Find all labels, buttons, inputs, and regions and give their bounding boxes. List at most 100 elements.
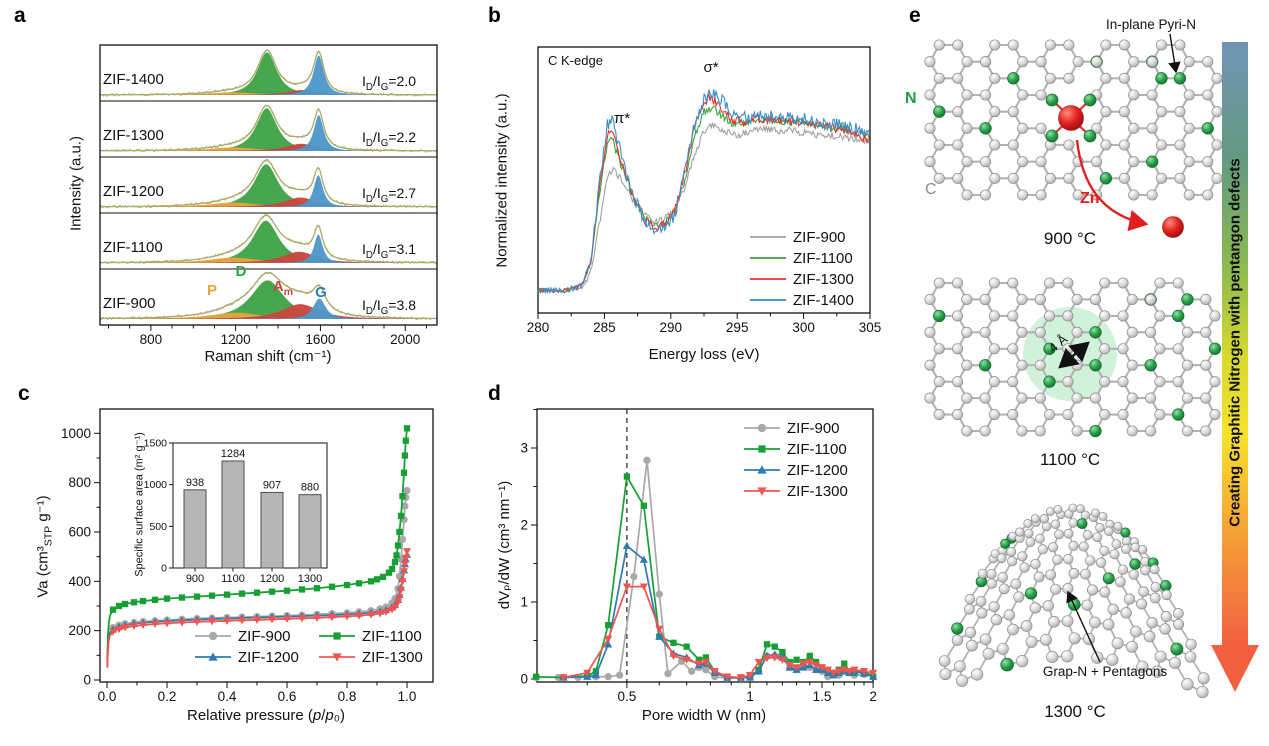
carbon-atom [1106,653,1119,666]
carbon-atom [979,156,992,168]
carbon-atom [1123,593,1135,605]
carbon-atom [1043,409,1056,421]
panel-c-plot: 0.0 0.2 0.4 0.6 0.8 1.0 0 200 400 600 800 1000 0 500 1… [61,408,434,704]
carbon-atom [1111,539,1122,550]
carbon-atom [1128,156,1140,168]
panel-d-xtitle: Pore width W (nm) [641,707,767,724]
carbon-atom [933,409,945,421]
raman-peak-D [100,280,437,319]
carbon-atom [1061,650,1074,663]
carbon-atom [1138,586,1149,598]
carbon-atom [1030,514,1040,523]
carbon-atom [1042,600,1054,612]
legend-label: ZIF-1400 [793,291,854,309]
legend-label: ZIF-900 [793,228,846,246]
raman-peak-Am [100,197,437,207]
carbon-atom [1183,89,1195,101]
carbon-atom [1090,508,1100,518]
carbon-atom [1140,565,1151,576]
psd-series-ZIF-1200 [559,541,878,681]
inset-bar-value: 907 [263,479,281,491]
raman-data-line [99,271,438,321]
y-tick-c: 200 [68,623,91,638]
carbon-atom [933,172,945,184]
legend-swatch [744,465,780,474]
carbon-atom [1111,637,1124,650]
carbon-atom [1048,615,1060,628]
caption-1100C: 1100 °C [1039,450,1101,469]
caption-900C: 900 °C [1043,229,1097,248]
ratio-label-ZIF-1400: ID/IG=2.0 [362,73,417,93]
inset-bar-1200 [260,491,284,569]
nitrogen-atom [1083,129,1097,143]
carbon-atom [1173,608,1184,619]
carbon-atom [1007,556,1018,567]
carbon-atom [952,343,964,355]
legend-item-ZIF-900: ZIF-900 [742,418,848,438]
inset-y-tick: 0 [161,563,167,575]
zn-atom [1058,105,1084,131]
distance-4A-arrow [1058,341,1090,369]
carbon-atom [1063,39,1075,51]
nitrogen-legend-label: N [905,90,917,107]
carbon-atom [1046,650,1059,664]
carbon-atom [1072,56,1084,68]
carbon-atom [933,39,945,51]
carbon-atom [1202,89,1214,101]
carbon-atom [1151,665,1164,678]
carbon-atom [970,668,984,681]
carbon-atom [1155,39,1168,51]
carbon-atom [1173,618,1185,630]
carbon-atom [1130,625,1142,638]
carbon-atom [952,409,964,421]
carbon-atom [1098,511,1108,521]
legend-label: ZIF-900 [238,627,291,645]
nitrogen-atom [933,309,946,323]
carbon-atom [1099,376,1111,388]
carbon-atom [989,139,1001,151]
carbon-atom [1117,277,1129,289]
legend-swatch [319,653,355,662]
carbon-atom [961,156,973,168]
raman-spectrum-ZIF-1400 [99,49,438,97]
carbon-atom [1102,618,1115,631]
raman-peak-D [100,52,437,95]
caption-1300C: 1300 °C [1044,702,1106,721]
carbon-atom [1154,277,1166,289]
nitrogen-atom [1043,342,1056,355]
carbon-atom [1043,310,1056,322]
ratio-label-ZIF-900: ID/IG=3.8 [362,297,417,317]
carbon-atom [964,593,976,605]
carbon-atom [1035,533,1045,544]
legend-swatch [750,278,786,280]
carbon-atom [1174,172,1186,184]
carbon-atom [1138,545,1148,555]
panel-c-xtitle: Relative pressure (p/p₀) [187,707,345,724]
carbon-atom [1117,310,1129,322]
carbon-atom [1063,72,1075,84]
carbon-atom [996,642,1009,655]
carbon-atom [1118,106,1130,118]
carbon-atom [1154,650,1167,663]
carbon-atom [1089,293,1102,305]
carbon-atom [924,156,936,168]
inset-y-tick: 500 [149,521,167,533]
carbon-atom [1146,616,1158,629]
carbon-atom [1099,545,1110,556]
carbon-atom [1136,598,1148,610]
raman-peak-D [100,164,437,207]
nitrogen-atom [1083,93,1097,107]
x-tick-c: 1.0 [398,689,417,704]
carbon-atom [1025,635,1038,648]
temperature-gradient-arrow [1211,42,1259,692]
carbon-atom [1063,172,1075,184]
x-tick-c: 0.4 [218,689,237,704]
carbon-atom [1061,615,1074,627]
carbon-atom [1100,72,1112,84]
carbon-atom [986,568,997,579]
carbon-atom [990,614,1003,626]
carbon-atom [1099,409,1111,421]
carbon-atom [1063,139,1075,151]
carbon-atom [1181,326,1193,338]
nitrogen-atom [1170,642,1184,656]
